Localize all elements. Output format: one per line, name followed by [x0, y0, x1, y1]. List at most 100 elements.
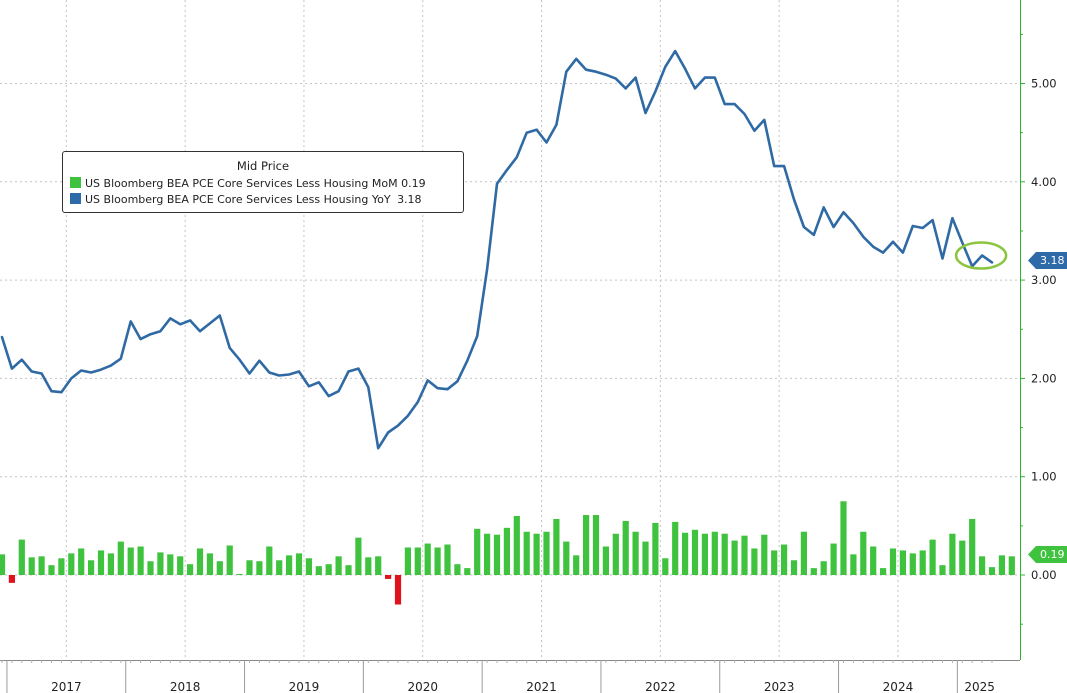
mom-bar: [969, 518, 976, 575]
mom-bar: [394, 575, 402, 605]
mom-bar: [583, 515, 590, 575]
mom-bar: [385, 575, 392, 579]
mom-bar: [721, 533, 728, 575]
mom-bar: [58, 558, 65, 575]
y-tick-label: 4.00: [1031, 175, 1057, 189]
mom-bar: [691, 529, 699, 575]
x-tick-label: 2020: [407, 680, 438, 693]
highlight-ellipse: [954, 241, 1008, 270]
x-tick-label: 2021: [526, 680, 557, 693]
mom-bar: [543, 531, 550, 575]
mom-bar: [216, 561, 223, 575]
mom-bar-series: [0, 501, 1015, 605]
mom-bar: [127, 547, 134, 575]
mom-bar: [305, 558, 312, 575]
mom-bar: [276, 560, 283, 575]
x-tick-label: 2017: [51, 680, 82, 693]
mom-bar: [167, 554, 174, 575]
mom-bar: [117, 541, 124, 575]
mom-bar: [701, 533, 708, 575]
mom-bar: [790, 560, 798, 575]
mom-bar: [8, 575, 15, 583]
mom-bar: [573, 555, 580, 575]
mom-bar: [206, 553, 213, 575]
mom-bar: [711, 531, 718, 575]
mom-bar: [454, 564, 461, 575]
mom-bar: [355, 537, 362, 575]
y-tick-label: 3.00: [1031, 273, 1057, 287]
mom-bar: [315, 566, 322, 575]
mom-bar: [187, 564, 194, 575]
mom-bar: [880, 568, 887, 575]
mom-bar: [949, 533, 956, 575]
mom-bar: [97, 550, 105, 575]
mom-bar: [256, 561, 263, 575]
mom-bar: [533, 533, 540, 575]
mom-bar: [236, 574, 243, 576]
mom-bar: [850, 554, 857, 575]
mom-bar: [771, 550, 778, 575]
mom-bar: [741, 535, 748, 575]
last-value-tag-yoy: 3.18: [1028, 252, 1067, 269]
mom-bar: [38, 556, 45, 575]
mom-bar: [840, 501, 847, 575]
mom-bar: [959, 540, 966, 575]
mom-bar: [652, 522, 659, 575]
mom-bar: [414, 547, 421, 575]
mom-bar: [553, 518, 560, 575]
mom-bar: [662, 558, 669, 575]
legend-label-mom: US Bloomberg BEA PCE Core Services Less …: [85, 177, 398, 190]
mom-bar: [899, 550, 906, 575]
mom-bar: [325, 564, 332, 575]
mom-bar: [28, 557, 35, 575]
y-tick-label: 5.00: [1031, 77, 1057, 91]
mom-bar: [612, 533, 619, 575]
legend-item-yoy: US Bloomberg BEA PCE Core Services Less …: [70, 193, 422, 207]
annotations: [954, 241, 1008, 270]
grid-lines: [0, 0, 1020, 660]
mom-bar: [909, 553, 916, 575]
mom-bar: [266, 546, 273, 575]
mom-bar: [196, 548, 204, 575]
mom-bar: [137, 546, 144, 575]
mom-bar: [761, 534, 768, 575]
mom-bar: [444, 544, 451, 575]
mom-bar: [672, 521, 679, 575]
mom-bar: [474, 528, 481, 575]
mom-bar: [830, 543, 837, 575]
legend: Mid Price US Bloomberg BEA PCE Core Serv…: [62, 151, 464, 213]
mom-bar: [632, 531, 639, 575]
legend-value-yoy: 3.18: [397, 193, 422, 206]
mom-bar: [493, 534, 501, 575]
mom-bar: [157, 552, 164, 575]
x-tick-label: 2022: [645, 680, 676, 693]
yoy-line-series: [0, 49, 994, 450]
mom-bar: [563, 541, 570, 575]
mom-bar: [68, 553, 75, 575]
x-tick-label: 2019: [289, 680, 320, 693]
mom-bar: [919, 550, 926, 575]
mom-bar: [682, 532, 689, 575]
mom-bar: [979, 556, 986, 575]
mom-bar: [988, 567, 996, 575]
x-tick-label: 2024: [883, 680, 914, 693]
mom-bar: [523, 531, 530, 575]
mom-bar: [375, 556, 382, 575]
mom-bar: [929, 539, 936, 575]
mom-bar: [800, 531, 807, 575]
mom-bar: [513, 516, 520, 575]
mom-bar: [365, 557, 372, 575]
mom-bar: [286, 555, 293, 575]
mom-bar: [88, 560, 95, 575]
mom-bar: [335, 556, 342, 575]
mom-bar: [781, 544, 788, 575]
mom-bar: [503, 527, 510, 575]
mom-bar: [48, 565, 55, 575]
legend-label-yoy: US Bloomberg BEA PCE Core Services Less …: [85, 193, 391, 206]
yoy-line: [0, 49, 994, 450]
legend-item-mom: US Bloomberg BEA PCE Core Services Less …: [70, 177, 426, 191]
mom-bar: [345, 565, 352, 575]
mom-bar: [484, 533, 491, 575]
x-tick-label: 2025: [964, 680, 995, 693]
